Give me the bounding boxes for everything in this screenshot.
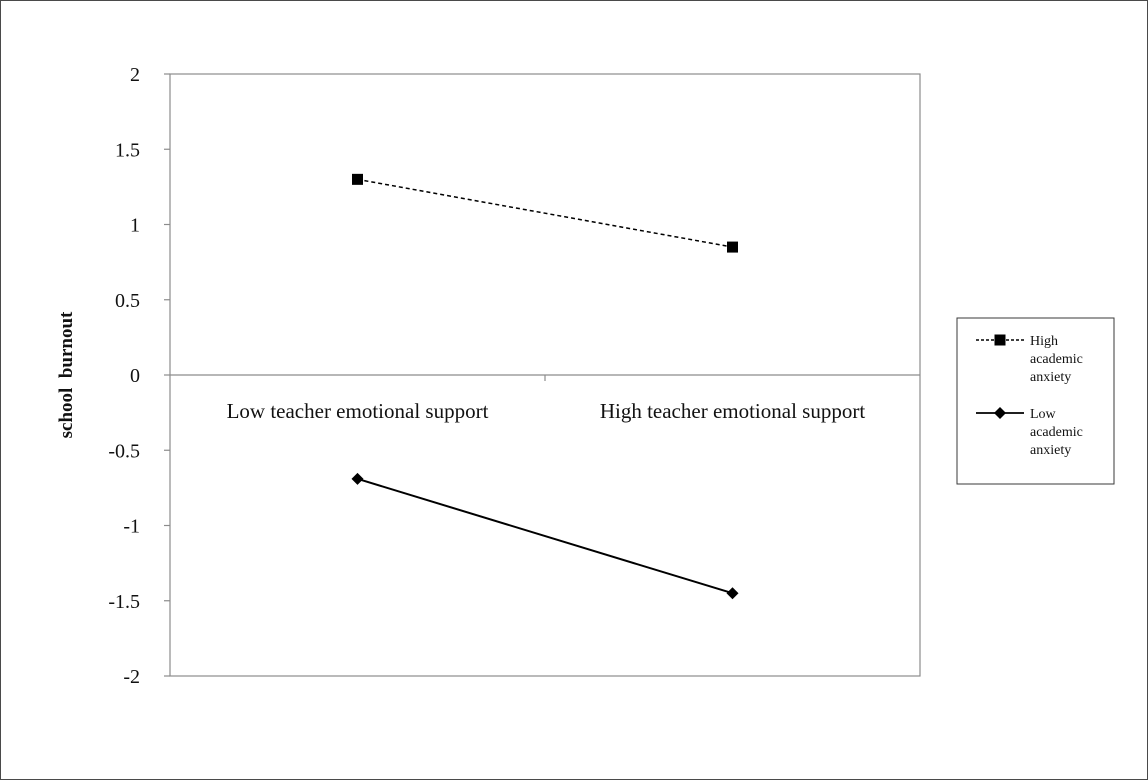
y-tick-label: -1 — [123, 516, 140, 538]
series-line-2 — [357, 477, 733, 595]
series-2-point — [726, 587, 739, 600]
y-axis-ticks: 2 1.5 1 0.5 0 -0.5 -1 -1.5 -2 — [108, 64, 170, 688]
legend: High academic anxiety Low academic anxiety — [956, 317, 1115, 485]
y-tick-label: 1.5 — [115, 139, 140, 161]
y-tick-label: -2 — [123, 666, 140, 688]
y-tick-label: -0.5 — [108, 440, 140, 462]
x-axis-category-labels: Low teacher emotional support High teache… — [227, 399, 866, 423]
legend-label-2: anxiety — [1030, 443, 1071, 458]
y-tick-label: 1 — [130, 215, 140, 237]
series-line-1 — [357, 178, 733, 248]
legend-box — [956, 317, 1115, 485]
legend-label-1: High — [1030, 334, 1058, 349]
legend-label-1: academic — [1030, 352, 1083, 367]
series-1-point — [352, 173, 363, 185]
series-1-point — [727, 241, 738, 253]
legend-marker-2 — [994, 407, 1006, 419]
legend-label-2: academic — [1030, 425, 1083, 440]
y-tick-label: -1.5 — [108, 591, 140, 613]
y-axis-title: school burnout — [56, 311, 77, 438]
x-category-label: Low teacher emotional support — [227, 399, 489, 423]
series-layer — [351, 173, 739, 600]
x-category-label: High teacher emotional support — [600, 399, 866, 423]
legend-marker-1 — [994, 334, 1006, 346]
y-tick-label: 0 — [130, 365, 140, 387]
series-2-point — [351, 472, 364, 485]
y-tick-label: 2 — [130, 64, 140, 86]
y-tick-label: 0.5 — [115, 290, 140, 312]
legend-label-2: Low — [1030, 407, 1057, 422]
legend-label-1: anxiety — [1030, 370, 1071, 385]
